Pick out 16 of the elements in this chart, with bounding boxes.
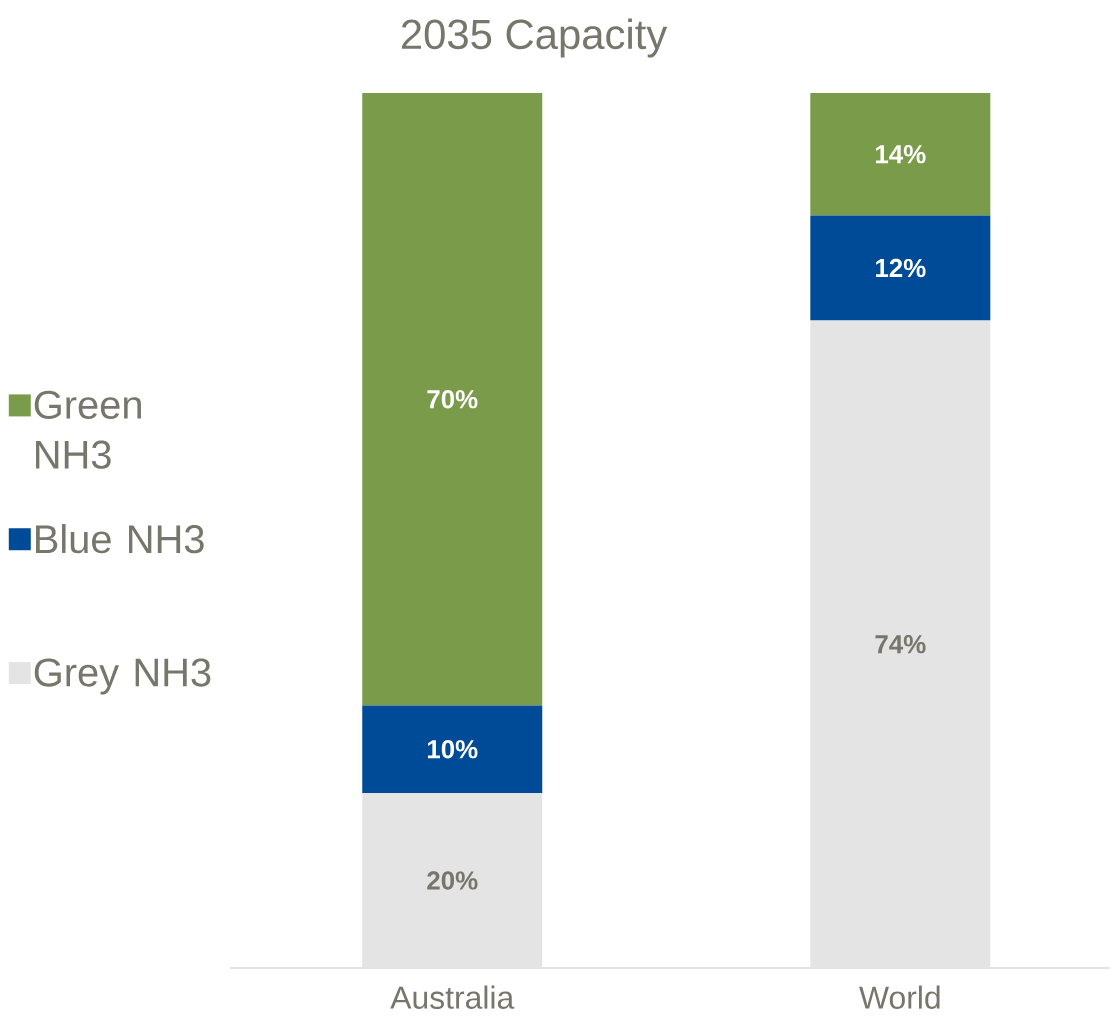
data-label: 10% xyxy=(427,740,478,759)
x-tick-label: World xyxy=(859,985,940,1009)
data-label: 14% xyxy=(876,145,926,164)
data-label: 20% xyxy=(427,871,478,890)
data-label: 74% xyxy=(875,635,926,654)
legend-label: Grey NH3 xyxy=(34,658,211,695)
legend-label: Blue NH3 xyxy=(36,524,204,554)
bar xyxy=(362,92,543,706)
x-tick-label: Australia xyxy=(390,985,515,1009)
bar xyxy=(810,215,991,321)
data-label: 70% xyxy=(427,390,478,409)
legend-label: Green NH3 xyxy=(34,390,141,469)
chart-title: 2035 Capacity xyxy=(401,18,668,58)
bar xyxy=(362,705,543,793)
data-label: 12% xyxy=(876,258,926,278)
bar xyxy=(810,92,991,216)
